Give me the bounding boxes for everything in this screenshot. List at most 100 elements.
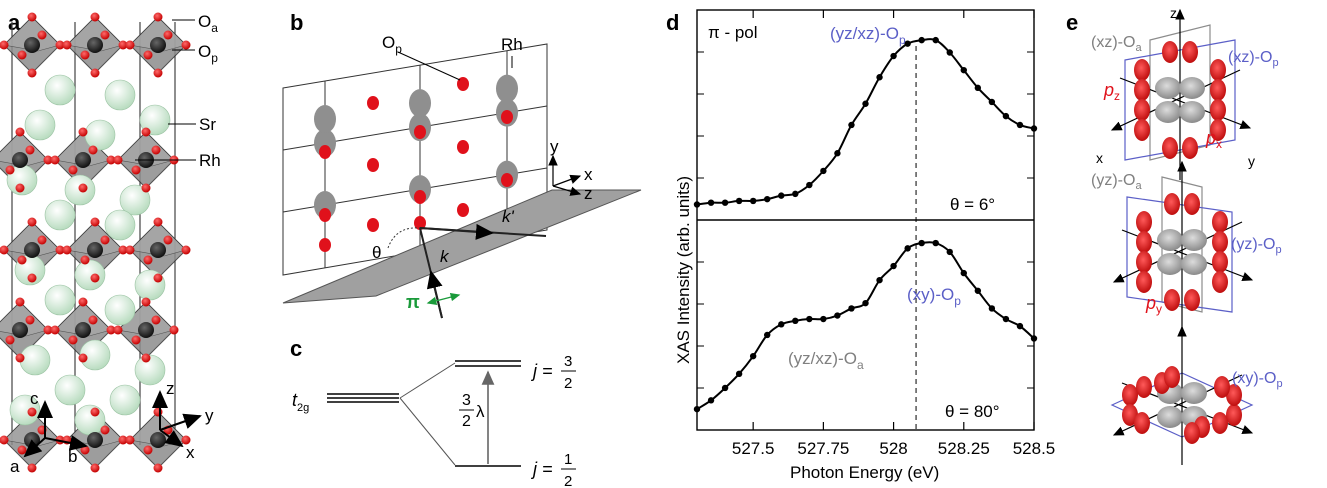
data-point: [876, 276, 883, 284]
crystal-structure: [0, 12, 191, 473]
p-orbital-lobe: [1136, 251, 1152, 273]
d-orbital-lobe: [1157, 229, 1183, 251]
data-point: [764, 195, 771, 203]
panel-c: c t2g 3 2 λ j = 3 2 j = 1 2: [290, 336, 576, 488]
o-atom: [43, 155, 53, 165]
panel-e: e z (xz)-Oa (xz)-Op pz px x y (yz)-Oa (y…: [1066, 5, 1283, 465]
data-point: [1002, 112, 1010, 120]
o-atom: [90, 273, 100, 283]
data-point: [960, 269, 967, 277]
x-tick-label: 528: [879, 439, 907, 458]
pz-label: pz: [1103, 80, 1120, 103]
e-y-label: y: [1248, 153, 1255, 169]
data-point: [876, 74, 883, 81]
o-atom: [163, 235, 173, 245]
o-atom: [27, 68, 37, 78]
d-orbital-lobe: [1155, 77, 1181, 99]
py-label: py: [1145, 293, 1162, 316]
p-orbital-lobe: [1134, 59, 1150, 81]
o-atom: [153, 407, 163, 417]
o-atom: [118, 40, 128, 50]
panel-label-c: c: [290, 336, 302, 361]
o-atom: [50, 155, 60, 165]
octahedron-face: [54, 301, 112, 337]
op-b-leader: [397, 51, 461, 81]
data-point: [932, 239, 939, 247]
data-point: [988, 98, 996, 106]
panel-d: d 527.5 527.75 528 528.25 528.5 π - pol (yz/…: [666, 9, 1056, 482]
data-point: [749, 197, 757, 205]
peak-top-label: (yz/xz)-Op: [830, 24, 906, 47]
data-point: [1016, 322, 1024, 330]
o-site: [501, 110, 513, 124]
data-point: [721, 199, 729, 206]
data-point: [988, 305, 996, 312]
p-orbital-lobe: [1136, 376, 1152, 398]
o-site: [367, 96, 379, 110]
j12-label: j =: [530, 459, 553, 479]
o-atom: [25, 315, 35, 325]
p-orbital-lobe: [1212, 231, 1228, 253]
orbital-xz: [1110, 8, 1252, 180]
b-axis-z-arrow: [552, 185, 582, 196]
data-point: [862, 299, 869, 307]
data-point: [778, 192, 785, 199]
p-orbital-lobe: [1122, 404, 1138, 426]
j32-den: 2: [564, 375, 572, 392]
o-site: [414, 125, 426, 139]
rh-site: [314, 105, 336, 133]
o-atom: [100, 235, 110, 245]
o-atom: [125, 435, 135, 445]
o-atom: [27, 407, 37, 417]
k-prime-label: k': [502, 207, 515, 226]
rh-atom: [75, 322, 91, 338]
p-orbital-lobe: [1226, 384, 1242, 406]
rh-atom: [12, 152, 28, 168]
octahedron-face: [129, 16, 187, 52]
x-tick-label: 528.5: [1013, 439, 1056, 458]
p-orbital-lobe: [1134, 99, 1150, 121]
panel-label-b: b: [290, 10, 303, 35]
o-atom: [78, 297, 88, 307]
oa-label: Oa: [198, 12, 218, 35]
sr-atom: [104, 209, 136, 241]
p-orbital-lobe: [1210, 119, 1226, 141]
rh-atom: [87, 242, 103, 258]
rh-atom: [150, 242, 166, 258]
axis-z-label: z: [166, 379, 175, 398]
o-atom: [5, 335, 15, 345]
o-site: [457, 203, 469, 217]
axis-x-arrow: [159, 429, 184, 448]
o-atom: [25, 145, 35, 155]
rh-atom: [12, 322, 28, 338]
data-point: [1002, 315, 1010, 323]
data-point: [806, 181, 813, 189]
lambda-num: 3: [462, 392, 471, 409]
axis-y-label: y: [205, 406, 214, 425]
o-atom: [113, 155, 123, 165]
o-atom: [80, 255, 90, 265]
rh-atom: [138, 322, 154, 338]
o-atom: [15, 127, 25, 137]
o-atom: [37, 30, 47, 40]
o-site: [319, 208, 331, 222]
pi-pol-arrow: [426, 293, 461, 305]
sr-atom: [44, 284, 76, 316]
o-atom: [163, 30, 173, 40]
o-atom: [68, 165, 78, 175]
data-point: [721, 384, 729, 392]
o-atom: [78, 183, 88, 193]
axis-x-label: x: [186, 443, 195, 462]
octahedron-face: [117, 131, 175, 167]
p-orbital-lobe: [1214, 376, 1230, 398]
o-site: [367, 158, 379, 172]
axis-a-arrow: [23, 437, 46, 458]
o-atom: [78, 353, 88, 363]
data-point: [693, 405, 701, 413]
o-atom: [0, 435, 9, 445]
data-point: [932, 36, 939, 44]
data-point: [960, 66, 967, 74]
rh-site: [409, 89, 431, 118]
k-label: k: [440, 247, 450, 266]
